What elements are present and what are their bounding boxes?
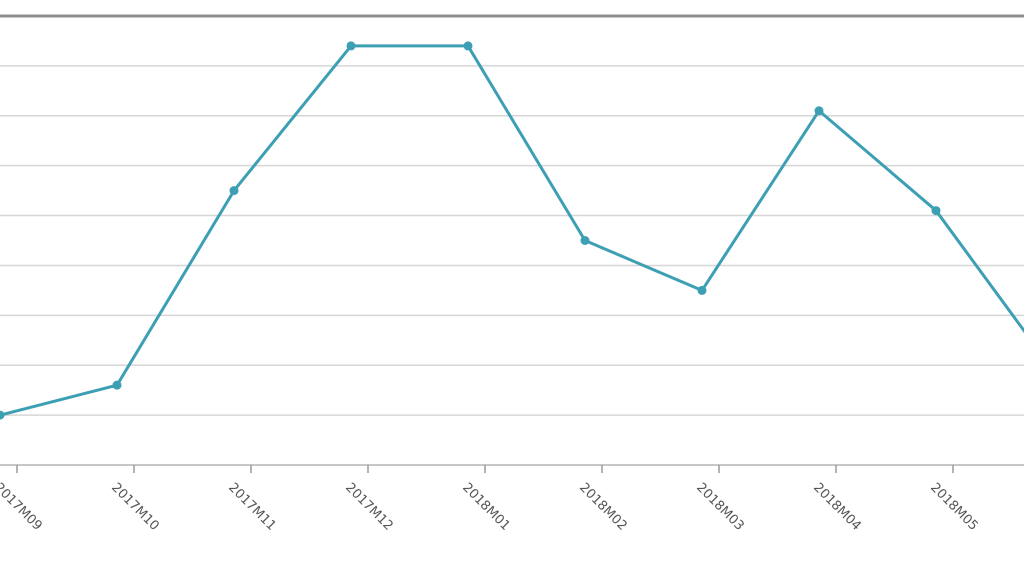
x-tick-label: 2017M12 (342, 480, 396, 534)
x-tick-label: 2017M11 (225, 480, 279, 534)
x-tick-label: 2018M05 (927, 480, 981, 534)
x-tick-label: 2018M01 (459, 480, 513, 534)
data-point (112, 380, 122, 390)
data-point (697, 285, 707, 295)
x-tick-label: 2018M04 (810, 480, 864, 534)
data-point (931, 206, 941, 216)
data-point (229, 186, 239, 196)
x-tick-label: 2018M02 (576, 480, 630, 534)
data-point (814, 106, 824, 116)
data-point (0, 410, 5, 420)
data-point (346, 41, 356, 51)
x-tick-label: 2017M09 (0, 480, 45, 534)
data-point (580, 236, 590, 245)
data-line (0, 44, 1024, 417)
x-tick-label: 2018M03 (693, 480, 747, 534)
data-point (463, 41, 473, 51)
x-tick-label: 2017M10 (108, 480, 162, 534)
